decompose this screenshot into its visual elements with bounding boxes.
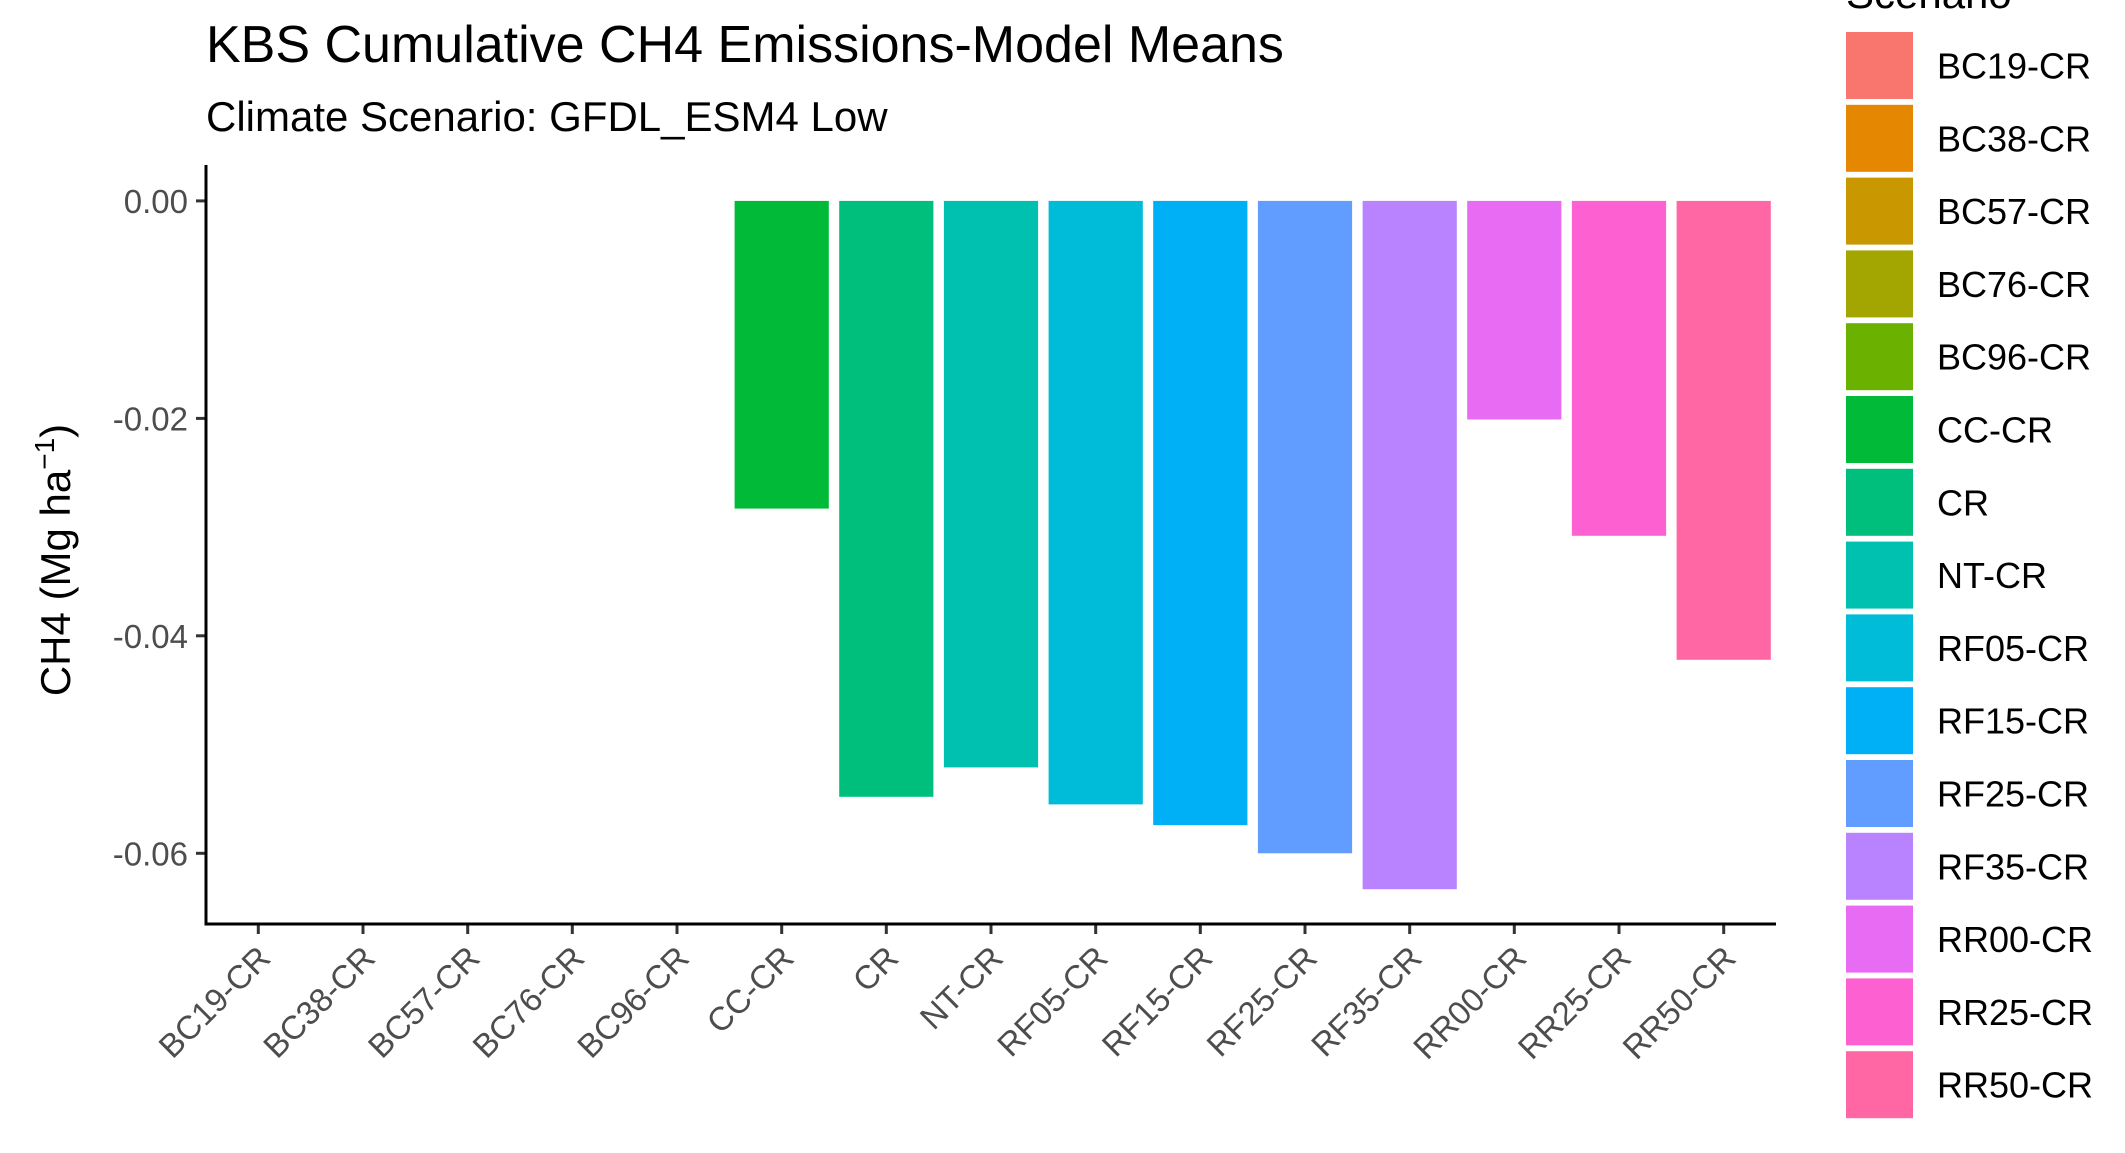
- x-tick-label: RF15-CR: [1095, 939, 1220, 1064]
- bar-cr: [839, 200, 934, 797]
- legend-key-rf35-cr: [1846, 832, 1913, 900]
- x-tick-label: RF05-CR: [990, 939, 1115, 1064]
- legend-key-bc96-cr: [1846, 323, 1913, 391]
- bar-rf35-cr: [1362, 200, 1457, 890]
- legend-label-rr00-cr: RR00-CR: [1937, 919, 2093, 960]
- legend-key-nt-cr: [1846, 541, 1913, 609]
- legend-items: BC19-CR BC38-CR BC57-CR BC76-CR BC96-CR CC-CR…: [1846, 32, 2093, 1119]
- legend-key-cc-cr: [1846, 396, 1913, 463]
- legend-label-bc19-cr: BC19-CR: [1937, 46, 2091, 87]
- bar-rf25-cr: [1257, 200, 1353, 854]
- legend-key-bc38-cr: [1846, 104, 1913, 172]
- legend-title: Scenario: [1846, 0, 2012, 17]
- legend-label-nt-cr: NT-CR: [1937, 555, 2047, 596]
- legend-label-bc76-cr: BC76-CR: [1937, 264, 2091, 305]
- legend-key-rr50-cr: [1846, 1051, 1913, 1119]
- legend-label-rf35-cr: RF35-CR: [1937, 846, 2089, 887]
- x-tick-label: RF25-CR: [1199, 939, 1324, 1064]
- legend-key-cr: [1846, 468, 1913, 536]
- y-axis-label-text: CH4 (Mg ha: [32, 469, 79, 696]
- y-axis-label-close: ): [32, 424, 79, 438]
- legend-key-bc19-cr: [1846, 32, 1913, 99]
- chart-subtitle: Climate Scenario: GFDL_ESM4 Low: [206, 93, 888, 140]
- legend-key-rf25-cr: [1846, 760, 1913, 827]
- legend-label-rf15-cr: RF15-CR: [1937, 701, 2089, 742]
- x-tick-label: BC96-CR: [570, 939, 696, 1065]
- y-axis-label-superscript: −1: [29, 438, 60, 470]
- bar-cc-cr: [734, 200, 829, 509]
- bar-rf15-cr: [1153, 200, 1248, 826]
- x-tick-label: BC38-CR: [256, 939, 382, 1065]
- bars-layer: [734, 200, 1771, 890]
- y-tick-label: -0.06: [113, 835, 188, 872]
- x-tick-label: RR25-CR: [1511, 939, 1638, 1066]
- y-axis-ticks: 0.00 -0.02 -0.04 -0.06: [113, 183, 206, 872]
- legend-label-rf25-cr: RF25-CR: [1937, 774, 2089, 815]
- legend-key-bc57-cr: [1846, 177, 1913, 245]
- chart-title: KBS Cumulative CH4 Emissions-Model Means: [206, 16, 1284, 74]
- legend-label-bc57-cr: BC57-CR: [1937, 191, 2091, 232]
- legend-key-rf15-cr: [1846, 687, 1913, 755]
- y-tick-label: -0.04: [113, 618, 188, 655]
- legend: Scenario BC19-CR BC38-CR BC57-CR BC76-CR BC9…: [1846, 0, 2093, 1119]
- bar-rf05-cr: [1048, 200, 1143, 805]
- legend-label-bc38-cr: BC38-CR: [1937, 118, 2091, 159]
- x-tick-label: CR: [845, 939, 905, 999]
- y-axis-label: CH4 (Mg ha−1): [29, 424, 79, 696]
- x-tick-label: CC-CR: [699, 939, 800, 1040]
- x-tick-label: RR00-CR: [1406, 939, 1533, 1066]
- x-tick-label: BC19-CR: [151, 939, 277, 1065]
- legend-label-bc96-cr: BC96-CR: [1937, 337, 2091, 378]
- legend-key-rr25-cr: [1846, 978, 1913, 1046]
- x-tick-label: BC76-CR: [465, 939, 591, 1065]
- legend-key-rf05-cr: [1846, 614, 1913, 682]
- x-tick-label: BC57-CR: [361, 939, 487, 1065]
- legend-key-bc76-cr: [1846, 250, 1913, 318]
- bar-rr25-cr: [1571, 200, 1667, 536]
- legend-key-rr00-cr: [1846, 905, 1913, 973]
- legend-label-cr: CR: [1937, 482, 1989, 523]
- bar-rr50-cr: [1676, 200, 1771, 660]
- x-tick-label: NT-CR: [912, 939, 1009, 1036]
- legend-label-cc-cr: CC-CR: [1937, 410, 2053, 451]
- y-tick-label: 0.00: [124, 183, 188, 220]
- legend-label-rr25-cr: RR25-CR: [1937, 992, 2093, 1033]
- legend-label-rr50-cr: RR50-CR: [1937, 1065, 2093, 1106]
- svg-text:CH4 (Mg ha−1): CH4 (Mg ha−1): [29, 424, 79, 696]
- x-tick-label: RR50-CR: [1615, 939, 1742, 1066]
- bar-nt-cr: [943, 200, 1039, 768]
- legend-label-rf05-cr: RF05-CR: [1937, 628, 2089, 669]
- y-tick-label: -0.02: [113, 400, 188, 437]
- bar-rr00-cr: [1467, 200, 1562, 420]
